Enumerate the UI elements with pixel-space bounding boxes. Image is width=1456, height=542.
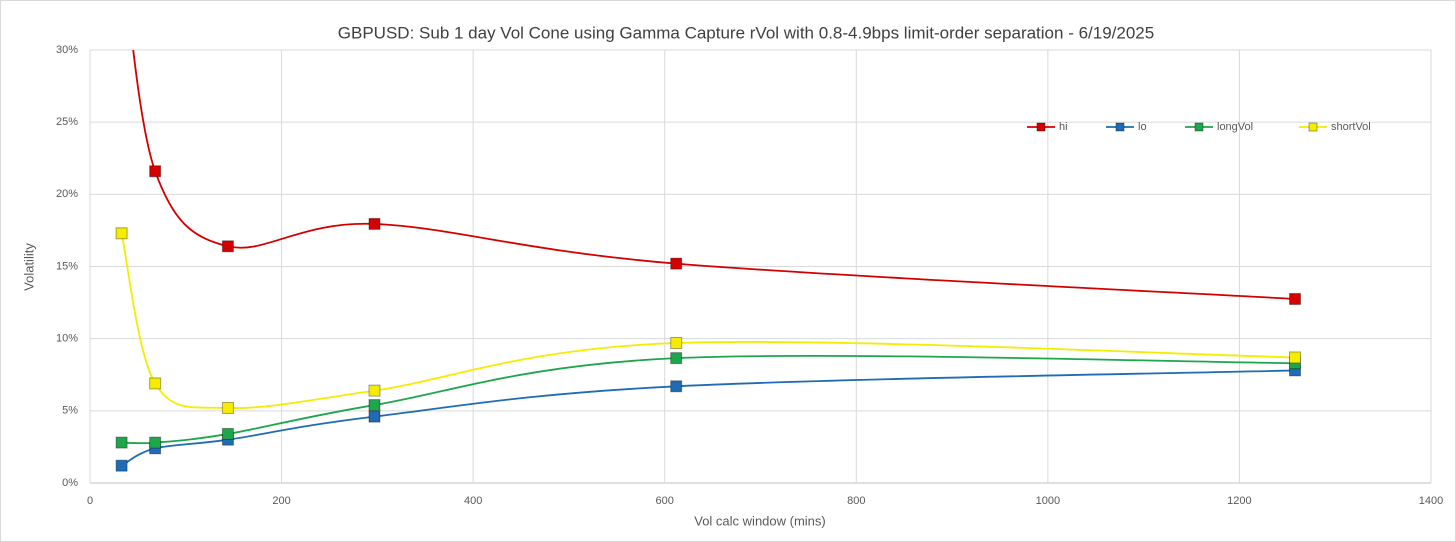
legend: hi lo longVol shortVol (1027, 121, 1371, 133)
y-tick-label: 20% (56, 188, 78, 200)
legend-marker (1194, 122, 1204, 132)
x-tick-label: 200 (272, 495, 290, 507)
x-tick-label: 400 (464, 495, 482, 507)
legend-marker (1115, 122, 1125, 132)
x-tick-label: 0 (87, 495, 93, 507)
data-point (149, 377, 162, 390)
data-point (115, 436, 128, 449)
grid: 0% 5% 10% 15% 20% 25% 30% 0 200 400 600 800 1000 1200… (56, 44, 1443, 507)
data-point (221, 240, 234, 253)
data-point (670, 336, 683, 349)
x-tick-label: 600 (656, 495, 674, 507)
markers (115, 165, 1301, 472)
data-point (115, 459, 128, 472)
x-tick-label: 1000 (1036, 495, 1060, 507)
series-line (121, 354, 1295, 445)
data-point (368, 410, 381, 423)
data-point (115, 227, 128, 240)
x-tick-label: 1400 (1419, 495, 1443, 507)
data-point (1288, 292, 1301, 305)
data-point (149, 436, 162, 449)
data-point (1288, 351, 1301, 364)
x-tick-label: 800 (847, 495, 865, 507)
data-point (221, 427, 234, 440)
y-tick-label: 10% (56, 333, 78, 345)
legend-marker (1036, 122, 1046, 132)
chart-title: GBPUSD: Sub 1 day Vol Cone using Gamma C… (338, 23, 1154, 42)
y-tick-label: 30% (56, 44, 78, 56)
legend-label: longVol (1217, 121, 1253, 133)
x-tick-label: 1200 (1227, 495, 1251, 507)
y-tick-label: 0% (62, 477, 78, 489)
y-tick-label: 25% (56, 116, 78, 128)
data-point (368, 384, 381, 397)
y-tick-label: 15% (56, 260, 78, 272)
y-tick-label: 5% (62, 405, 78, 417)
legend-label: hi (1059, 121, 1068, 133)
legend-marker (1308, 122, 1318, 132)
legend-label: lo (1138, 121, 1147, 133)
data-point (670, 257, 683, 270)
legend-label: shortVol (1331, 121, 1371, 133)
series-line (121, 369, 1296, 467)
data-point (221, 401, 234, 414)
data-point (149, 165, 162, 178)
data-point (368, 217, 381, 230)
data-point (368, 399, 381, 412)
x-axis-title: Vol calc window (mins) (694, 513, 826, 528)
data-point (670, 380, 683, 393)
data-point (670, 352, 683, 365)
y-axis-title: Volatility (21, 243, 36, 291)
